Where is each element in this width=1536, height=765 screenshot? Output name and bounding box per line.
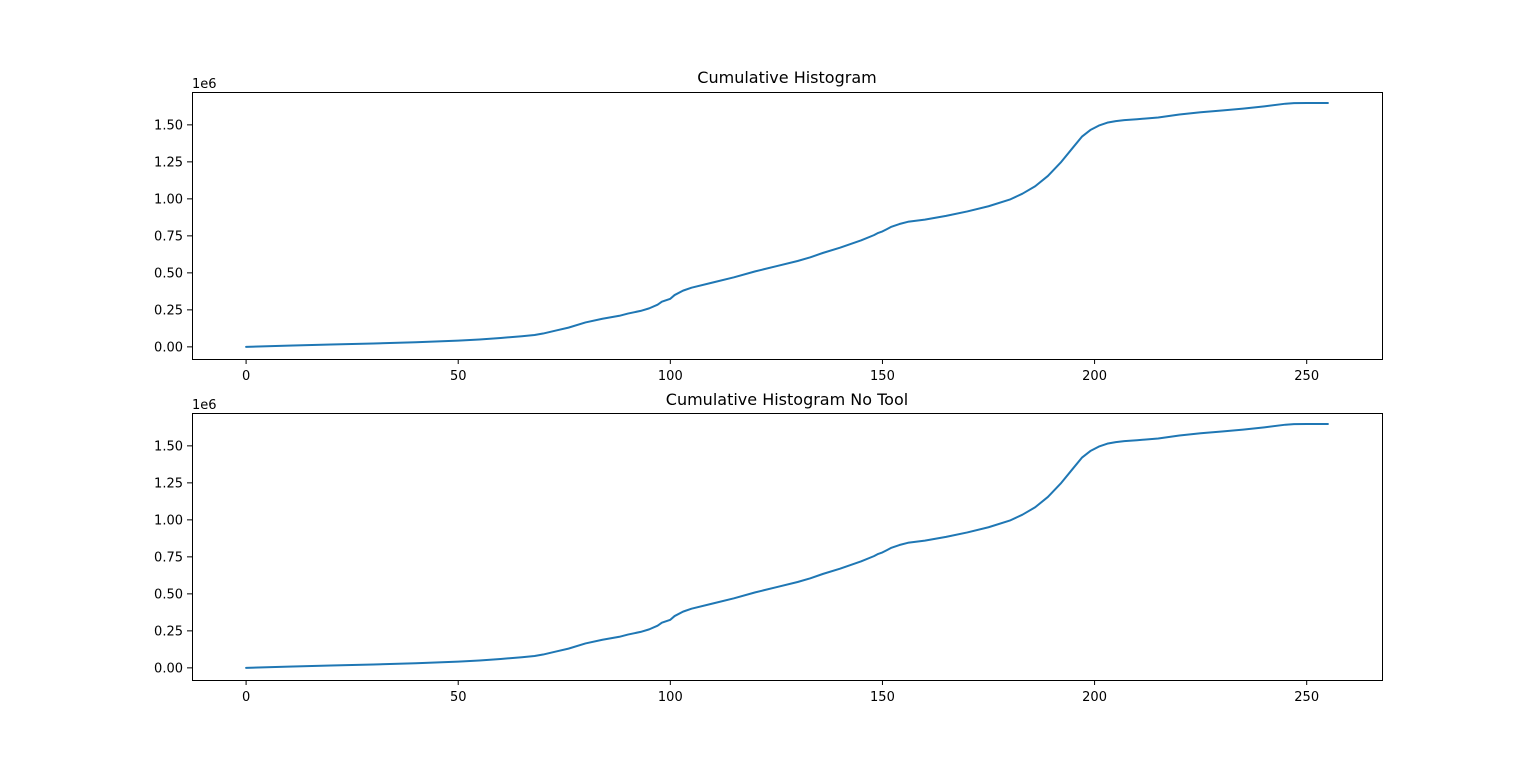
x-tick-label: 100 [658, 690, 683, 705]
x-tick-label: 150 [870, 690, 895, 705]
y-tick-label: 1.00 [154, 513, 183, 528]
x-tick-label: 50 [450, 369, 467, 384]
subplot-top: Cumulative Histogram 1e6 0 50 100 150 200 250… [154, 68, 1383, 384]
x-tick-label: 100 [658, 369, 683, 384]
y-tick-label: 0.25 [154, 303, 183, 318]
y-tick-label: 0.25 [154, 624, 183, 639]
y-tick-label: 1.00 [154, 192, 183, 207]
y-tick-label: 1.50 [154, 439, 183, 454]
x-tick-label: 200 [1082, 369, 1107, 384]
x-tick-label: 150 [870, 369, 895, 384]
chart-title: Cumulative Histogram No Tool [666, 390, 908, 409]
y-tick-label: 1.25 [154, 476, 183, 491]
y-tick-label: 0.50 [154, 587, 183, 602]
subplot-bottom: Cumulative Histogram No Tool 1e6 0 50 100 1… [154, 390, 1383, 705]
y-offset-label: 1e6 [192, 77, 217, 92]
x-tick-label: 0 [242, 369, 250, 384]
y-tick-label: 0.75 [154, 229, 183, 244]
x-tick-label: 200 [1082, 690, 1107, 705]
y-tick-label: 1.25 [154, 155, 183, 170]
series-line-0 [245, 422, 1329, 669]
x-tick-label: 250 [1294, 690, 1319, 705]
y-tick-label: 1.50 [154, 118, 183, 133]
x-tick-label: 50 [450, 690, 467, 705]
chart-title: Cumulative Histogram [697, 68, 876, 87]
y-tick-label: 0.00 [154, 340, 183, 355]
y-tick-label: 0.75 [154, 550, 183, 565]
y-tick-label: 0.50 [154, 266, 183, 281]
plot-area [245, 101, 1329, 348]
series-line-0 [245, 101, 1329, 348]
y-offset-label: 1e6 [192, 398, 217, 413]
x-tick-label: 250 [1294, 369, 1319, 384]
x-tick-label: 0 [242, 690, 250, 705]
axes-frame [192, 413, 1383, 681]
y-tick-label: 0.00 [154, 661, 183, 676]
plot-area [245, 422, 1329, 669]
axes-frame [192, 92, 1383, 360]
